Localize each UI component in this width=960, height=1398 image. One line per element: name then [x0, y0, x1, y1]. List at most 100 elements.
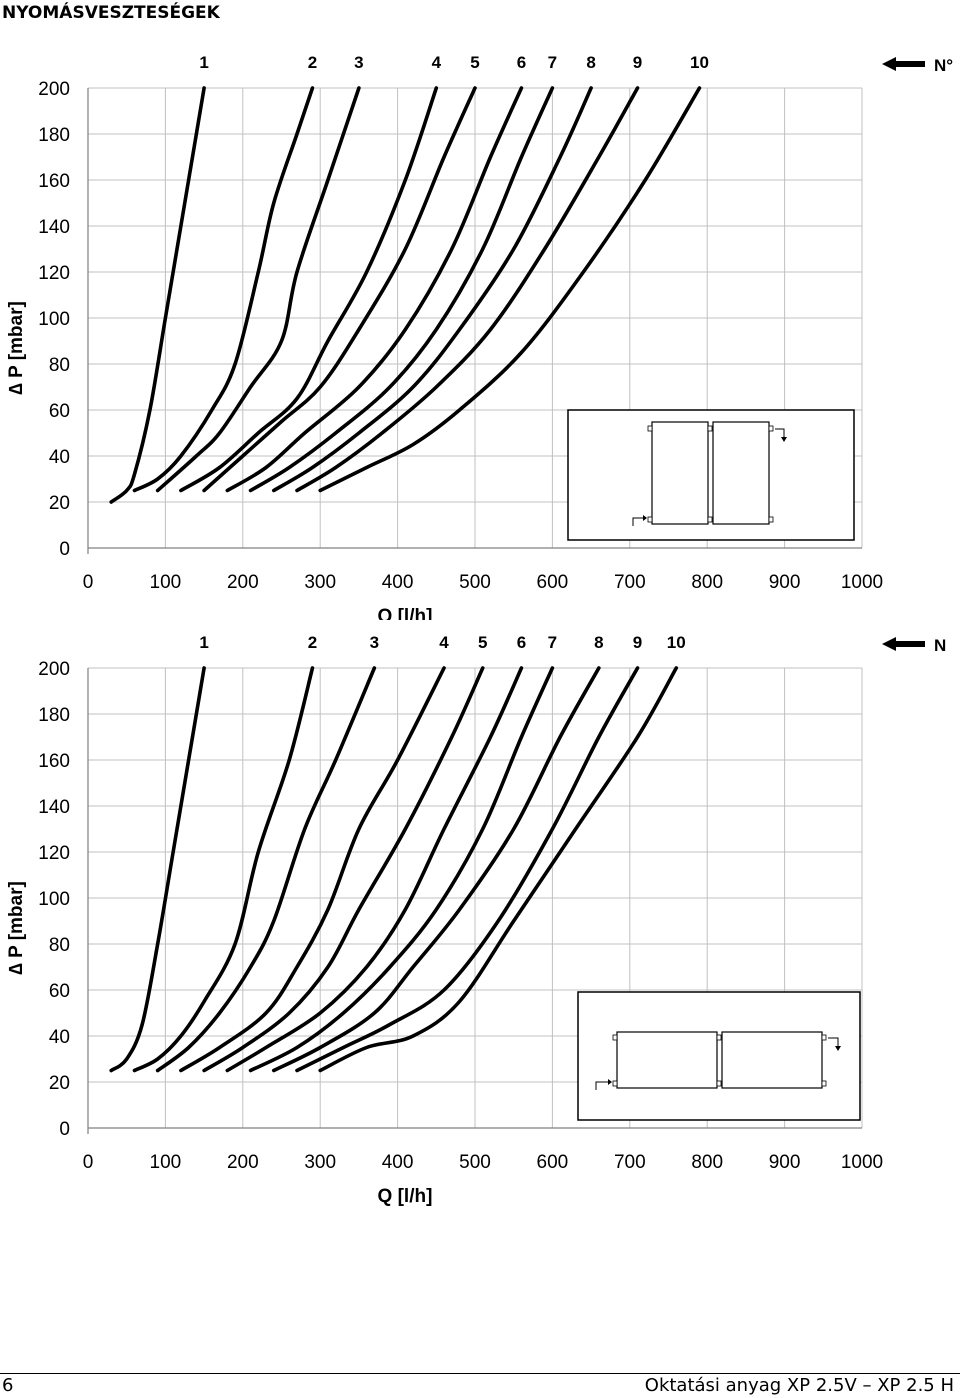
series-line-6 [225, 86, 524, 493]
series-line-8 [271, 86, 593, 493]
series-label-9: 9 [633, 633, 642, 652]
series-line-5 [202, 86, 477, 493]
radiator-panel [651, 421, 709, 525]
y-tick-label: 160 [38, 751, 70, 772]
y-tick-label: 20 [49, 493, 70, 514]
radiator-valve [821, 1034, 827, 1041]
x-tick-label: 700 [614, 1152, 646, 1173]
radiator-valve [707, 425, 713, 432]
x-tick-label: 200 [227, 572, 259, 593]
series-line-9 [295, 86, 640, 493]
series-label-1: 1 [199, 633, 208, 652]
y-tick-label: 60 [49, 981, 70, 1002]
series-label-10: 10 [690, 53, 709, 72]
outlet-arrowhead [835, 1046, 841, 1051]
x-tick-label: 1000 [841, 572, 883, 593]
series-label-4: 4 [439, 633, 449, 652]
series-line-4 [179, 666, 446, 1073]
pressure-loss-chart-top: 0 20 40 60 80 100 120 140 160 180 200 0 100 200 300 400… [6, 53, 953, 620]
legend-label: N° [934, 56, 953, 75]
x-tick-label: 0 [83, 572, 94, 593]
series-label-9: 9 [633, 53, 642, 72]
y-axis-label: ∆ P [mbar] [6, 881, 27, 975]
y-tick-label: 100 [38, 309, 70, 330]
inlet-arrow-icon [595, 1081, 611, 1090]
radiator-valve [612, 1080, 618, 1087]
x-tick-label: 800 [691, 572, 723, 593]
series-label-4: 4 [432, 53, 442, 72]
x-tick-label: 300 [304, 572, 336, 593]
series-line-7 [248, 86, 555, 493]
x-tick-label: 700 [614, 572, 646, 593]
series-line-6 [225, 666, 524, 1073]
radiator-panel [721, 1031, 823, 1089]
radiator-connection-diagram [567, 409, 855, 541]
x-tick-label: 400 [382, 1152, 414, 1173]
series-label-3: 3 [370, 633, 379, 652]
radiator-panel [616, 1031, 718, 1089]
y-tick-label: 20 [49, 1073, 70, 1094]
y-tick-label: 140 [38, 217, 70, 238]
page-title: NYOMÁSVESZTESÉGEK [2, 3, 220, 23]
x-axis-label: Q [l/h] [378, 1186, 433, 1207]
y-tick-label: 0 [59, 1119, 70, 1140]
series-label-7: 7 [548, 53, 557, 72]
radiator-valve [647, 425, 653, 432]
y-tick-label: 140 [38, 797, 70, 818]
series-label-6: 6 [517, 633, 526, 652]
y-tick-label: 80 [49, 355, 70, 376]
y-tick-label: 200 [38, 79, 70, 100]
outlet-arrow-icon [775, 428, 785, 439]
y-tick-label: 160 [38, 171, 70, 192]
y-tick-label: 40 [49, 1027, 70, 1048]
x-axis-label: Q [l/h] [378, 606, 433, 620]
radiator-valve [716, 1034, 722, 1041]
radiator-valve [768, 516, 774, 523]
radiator-valve [612, 1034, 618, 1041]
left-arrow-icon [882, 57, 925, 71]
y-tick-label: 60 [49, 401, 70, 422]
y-tick-label: 180 [38, 125, 70, 146]
radiator-valve [821, 1080, 827, 1087]
outlet-arrow-icon [828, 1037, 839, 1048]
y-tick-label: 120 [38, 263, 70, 284]
series-line-10 [318, 86, 702, 493]
legend-label: N [934, 636, 946, 655]
radiator-valve [647, 516, 653, 523]
radiator-valve [716, 1080, 722, 1087]
series-line-7 [248, 666, 555, 1073]
series-label-1: 1 [199, 53, 208, 72]
series-label-3: 3 [354, 53, 363, 72]
series-label-8: 8 [586, 53, 595, 72]
x-tick-label: 400 [382, 572, 414, 593]
series-line-3 [155, 666, 377, 1073]
series-line-10 [318, 666, 679, 1073]
series-label-7: 7 [548, 633, 557, 652]
series-line-3 [155, 86, 361, 493]
x-tick-label: 500 [459, 1152, 491, 1173]
series-line-5 [202, 666, 485, 1073]
page-number: 6 [2, 1375, 14, 1396]
x-tick-label: 0 [83, 1152, 94, 1173]
series-label-6: 6 [517, 53, 526, 72]
y-tick-label: 100 [38, 889, 70, 910]
outlet-arrowhead [781, 437, 787, 442]
series-line-2 [132, 666, 315, 1073]
x-tick-label: 600 [537, 1152, 569, 1173]
y-tick-label: 200 [38, 659, 70, 680]
x-tick-label: 500 [459, 572, 491, 593]
series-label-2: 2 [308, 53, 317, 72]
series-line-1 [109, 666, 206, 1073]
y-axis-label: ∆ P [mbar] [6, 301, 27, 395]
series-label-5: 5 [478, 633, 487, 652]
x-tick-label: 300 [304, 1152, 336, 1173]
series-label-10: 10 [667, 633, 686, 652]
x-tick-label: 100 [150, 572, 182, 593]
pressure-loss-chart-bottom: 0 20 40 60 80 100 120 140 160 180 200 0 100 200 300 400… [6, 633, 946, 1207]
radiator-valve [768, 425, 774, 432]
radiator-valve [707, 516, 713, 523]
footer-text: Oktatási anyag XP 2.5V – XP 2.5 H [644, 1375, 954, 1396]
y-tick-label: 40 [49, 447, 70, 468]
y-tick-label: 80 [49, 935, 70, 956]
series-line-2 [132, 86, 315, 493]
